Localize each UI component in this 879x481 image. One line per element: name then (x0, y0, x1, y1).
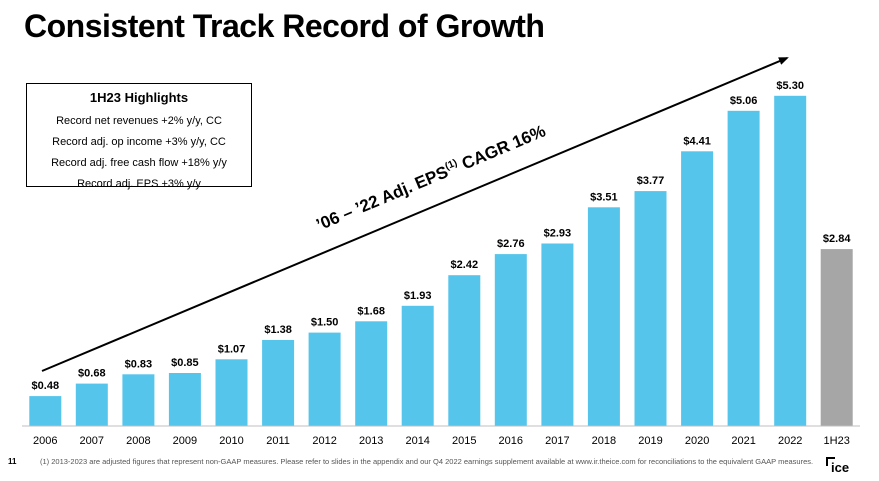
cagr-annotation-prefix: ’06 – ’22 Adj. EPS (313, 162, 450, 234)
cagr-annotation: ’06 – ’22 Adj. EPS(1) CAGR 16% (313, 121, 548, 234)
data-label: $0.48 (32, 380, 60, 392)
bar-2006 (29, 396, 62, 426)
bar-2013 (355, 321, 388, 426)
data-label: $1.68 (357, 305, 385, 317)
footnote: (1) 2013-2023 are adjusted figures that … (40, 457, 814, 466)
x-tick-label: 2006 (33, 435, 57, 447)
data-label: $3.51 (590, 191, 618, 203)
data-label: $1.93 (404, 290, 432, 302)
x-tick-label: 2019 (638, 435, 662, 447)
x-tick-label: 2014 (405, 435, 429, 447)
highlights-box: 1H23 Highlights Record net revenues +2% … (26, 83, 252, 190)
bar-2009 (168, 373, 201, 426)
highlight-item: Record adj. op income +3% y/y, CC (52, 136, 226, 148)
bar-2022 (774, 95, 807, 427)
bar-2014 (401, 305, 434, 426)
bar-1h23 (820, 249, 853, 426)
bar-2012 (308, 332, 341, 426)
x-tick-label: 2015 (452, 435, 476, 447)
x-tick-label: 2012 (312, 435, 336, 447)
x-tick-label: 2011 (266, 435, 290, 447)
bar-2021 (727, 110, 760, 427)
x-tick-label: 2017 (545, 435, 569, 447)
data-label: $1.38 (264, 324, 292, 336)
bar-2011 (262, 340, 295, 426)
data-label: $2.93 (544, 228, 572, 240)
data-label: $5.06 (730, 95, 758, 107)
highlights-title: 1H23 Highlights (89, 90, 189, 105)
bar-2017 (541, 243, 574, 426)
cagr-annotation-suffix: CAGR 16% (455, 121, 549, 175)
bar-2010 (215, 359, 248, 426)
x-tick-label: 1H23 (824, 435, 850, 447)
x-tick-label: 2021 (731, 435, 755, 447)
data-label: $0.85 (171, 357, 199, 369)
data-label: $1.07 (218, 343, 246, 355)
x-tick-label: 2022 (778, 435, 802, 447)
highlight-item: Record adj. EPS +3% y/y (77, 178, 201, 190)
ice-logo: ice (826, 457, 860, 475)
x-tick-label: 2009 (173, 435, 197, 447)
x-tick-label: 2016 (499, 435, 523, 447)
trend-arrow (41, 57, 789, 372)
page-title: Consistent Track Record of Growth (24, 8, 545, 44)
page-number: 11 (8, 457, 17, 466)
data-label: $0.83 (125, 358, 153, 370)
highlight-item: Record net revenues +2% y/y, CC (56, 115, 222, 127)
bar-2019 (634, 191, 667, 426)
data-label: $0.68 (78, 368, 106, 380)
bar-2015 (448, 275, 481, 426)
x-tick-label: 2010 (219, 435, 243, 447)
bar-2008 (122, 374, 155, 426)
x-tick-label: 2008 (126, 435, 150, 447)
data-label: $2.76 (497, 238, 525, 250)
logo-text: ice (831, 460, 850, 475)
bar-2020 (681, 151, 714, 427)
x-tick-label: 2020 (685, 435, 709, 447)
data-label: $4.41 (683, 135, 711, 147)
cagr-annotation-footnote-ref: (1) (443, 158, 459, 173)
data-label: $2.42 (451, 259, 479, 271)
x-tick-label: 2013 (359, 435, 383, 447)
data-label: $3.77 (637, 175, 665, 187)
bar-2018 (587, 207, 620, 426)
bar-2007 (75, 383, 108, 426)
x-tick-label: 2007 (80, 435, 104, 447)
data-label: $1.50 (311, 317, 339, 329)
x-tick-label: 2018 (592, 435, 616, 447)
logo-corner-mark (826, 457, 835, 466)
data-label: $5.30 (776, 80, 804, 92)
bar-2016 (494, 254, 527, 426)
highlight-item: Record adj. free cash flow +18% y/y (51, 157, 227, 169)
data-label: $2.84 (823, 233, 851, 245)
